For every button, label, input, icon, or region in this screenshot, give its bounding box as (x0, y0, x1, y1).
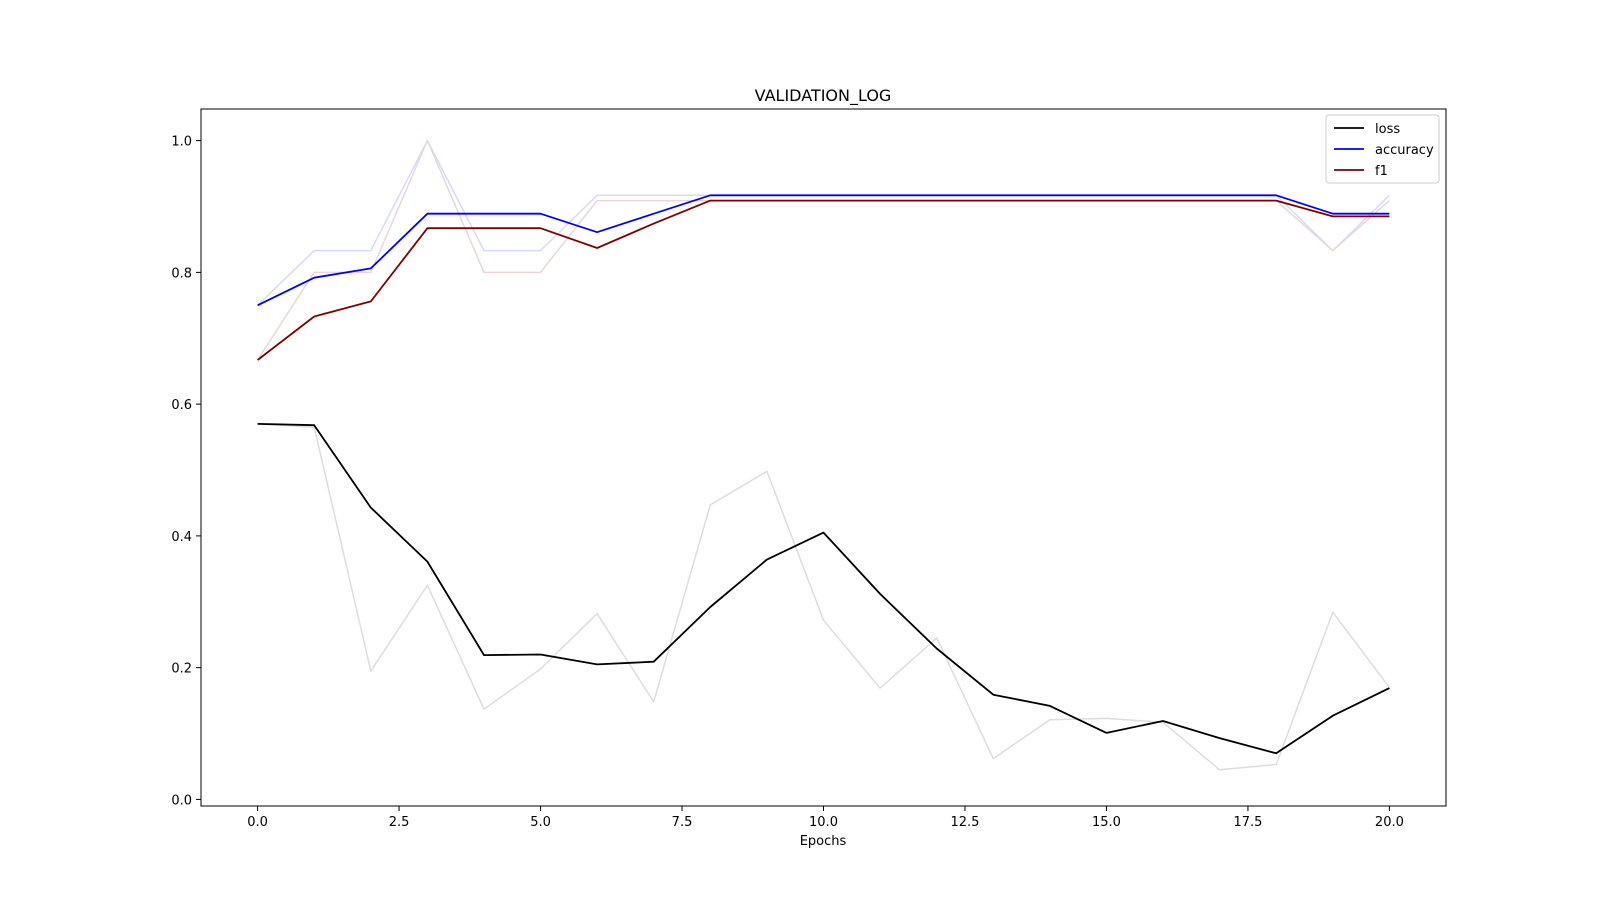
x-tick-label: 0.0 (247, 815, 268, 830)
smoothed-series-layer (257, 194, 1390, 755)
y-tick-label: 0.0 (171, 793, 192, 808)
x-tick-label: 20.0 (1375, 815, 1404, 830)
raw-series-line-0 (257, 423, 1390, 771)
raw-series-line-1 (257, 139, 1390, 306)
y-tick-label: 1.0 (171, 135, 192, 150)
x-tick-label: 12.5 (951, 815, 980, 830)
x-tick-label: 15.0 (1092, 815, 1121, 830)
y-tick-label: 0.8 (171, 266, 192, 281)
plot-frame (200, 108, 1447, 807)
y-tick-label: 0.6 (171, 398, 192, 413)
x-tick-label: 2.5 (389, 815, 410, 830)
x-tick-label: 7.5 (672, 815, 693, 830)
y-tick-label: 0.2 (171, 662, 192, 677)
series-line-loss (257, 423, 1390, 755)
x-tick-label: 10.0 (809, 815, 838, 830)
x-tick-label: 17.5 (1233, 815, 1262, 830)
raw-series-line-2 (256, 139, 1390, 361)
series-line-f1 (257, 199, 1390, 361)
legend-label-f1: f1 (1375, 164, 1388, 179)
legend-label-accuracy: accuracy (1375, 143, 1434, 158)
legend-label-loss: loss (1375, 122, 1400, 137)
legend-box (1325, 114, 1440, 184)
raw-series-layer (256, 139, 1390, 771)
x-axis-label: Epochs (800, 834, 847, 849)
y-axis: 0.0 0.2 0.4 0.6 0.8 1.0 (171, 135, 201, 808)
series-line-accuracy (257, 194, 1390, 307)
x-axis: 0.0 2.5 5.0 7.5 10.0 12.5 15.0 17.5 20.0 (247, 806, 1404, 830)
y-tick-label: 0.4 (171, 530, 192, 545)
chart-title: VALIDATION_LOG (755, 86, 892, 106)
x-tick-label: 5.0 (530, 815, 551, 830)
legend: loss accuracy f1 (1325, 114, 1440, 184)
